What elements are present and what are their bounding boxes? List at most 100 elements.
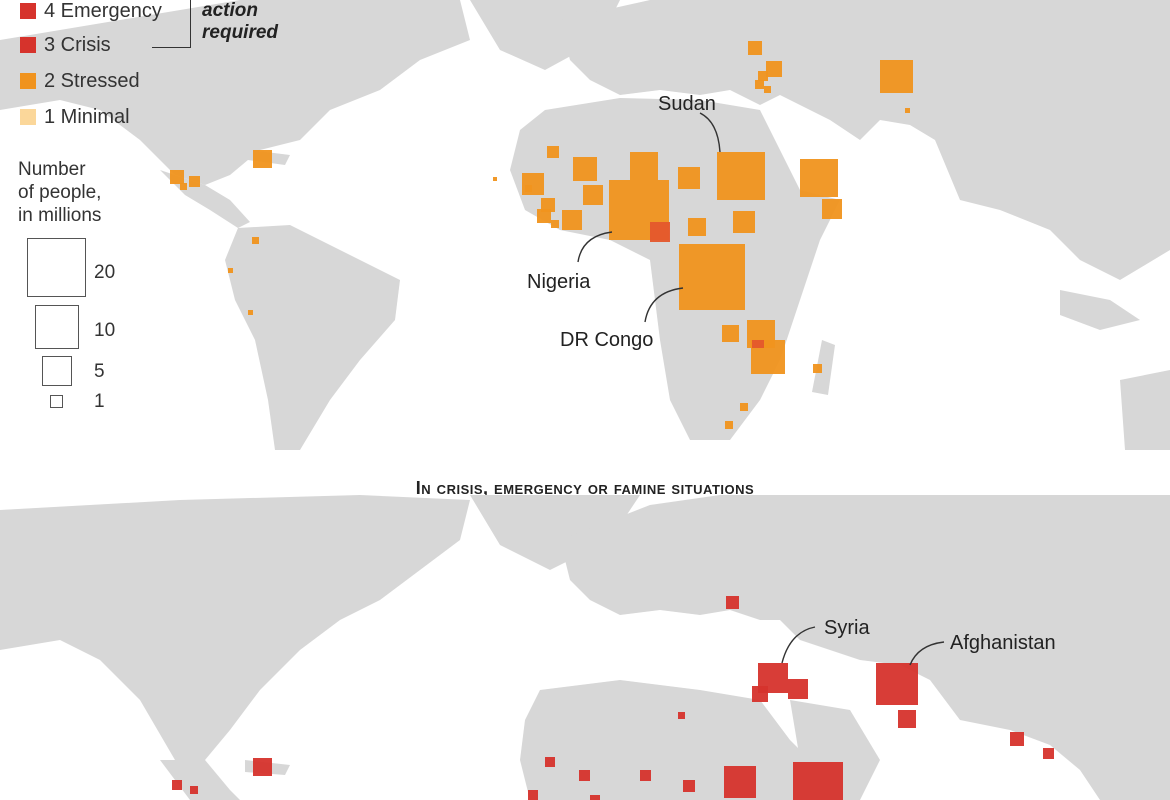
size-label-10: 10: [94, 320, 116, 341]
crisis-marker-bangladesh: [1010, 732, 1024, 746]
marker-burkina-faso: [583, 185, 603, 205]
marker-afghanistan: [880, 60, 913, 93]
marker-cape-verde: [493, 177, 497, 181]
label-syria: Syria: [824, 617, 870, 639]
size-label-20: 20: [94, 262, 116, 283]
crisis-marker-pakistan: [898, 710, 916, 728]
size-label-5: 5: [94, 361, 105, 382]
marker-ethiopia: [800, 159, 838, 197]
size-label-1: 1: [94, 391, 105, 412]
crisis-marker-sudan: [724, 766, 756, 798]
marker-sudan: [717, 152, 765, 200]
label-dr-congo: DR Congo: [560, 329, 653, 351]
marker-turkey-a: [766, 61, 782, 77]
crisis-markers: [172, 596, 1054, 800]
marker-car: [688, 218, 706, 236]
marker-cameroon: [650, 222, 670, 242]
marker-south-sudan: [733, 211, 755, 233]
crisis-marker-burkina: [590, 795, 600, 800]
marker-mozambique: [740, 403, 748, 411]
label-afghanistan: Afghanistan: [950, 632, 1056, 654]
crisis-marker-iraq: [788, 679, 808, 699]
crisis-marker-senegal: [528, 790, 538, 800]
marker-guinea: [537, 209, 551, 223]
legend-swatch-emergency: [20, 3, 36, 19]
section-title-crisis: In crisis, emergency or famine situation…: [415, 478, 755, 498]
marker-peru: [248, 310, 253, 315]
marker-pakistan: [905, 108, 910, 113]
crisis-marker-haiti: [253, 758, 272, 776]
marker-guinea-bissau: [541, 198, 555, 212]
legend-row-emergency: 4 Emergency: [20, 0, 162, 22]
landmass-southeast-asia-islands: [1060, 290, 1140, 330]
marker-ecuador: [228, 268, 233, 273]
legend-swatch-stressed: [20, 73, 36, 89]
landmass-australia: [1120, 370, 1170, 450]
leader-syria: [781, 626, 816, 664]
crisis-marker-myanmar: [1043, 748, 1054, 759]
size-box-10: [35, 305, 79, 349]
marker-burundi: [722, 325, 739, 342]
stressed-world-map: Sudan Nigeria DR Congo: [0, 0, 1170, 450]
marker-lebanon: [755, 80, 764, 89]
legend-row-crisis: 3 Crisis: [20, 34, 111, 56]
label-sudan: Sudan: [658, 93, 716, 115]
landmass-eurasia: [560, 0, 1170, 280]
landmass-north-america: [0, 0, 470, 185]
size-title-line1: Number: [18, 159, 86, 180]
crisis-map-panel: Syria Afghanistan: [0, 495, 1170, 800]
legend-label-stressed: 2 Stressed: [44, 69, 140, 92]
landmass-madagascar: [812, 340, 835, 395]
marker-somalia: [822, 199, 842, 219]
action-required-note: action required: [202, 0, 278, 44]
landmass-africa-b: [520, 680, 830, 800]
marker-nicaragua: [180, 183, 187, 190]
landmass-south-america: [225, 225, 400, 450]
marker-malawi: [752, 340, 764, 348]
crisis-marker-guatemala: [172, 780, 182, 790]
crisis-marker-libya: [678, 712, 685, 719]
action-required-bracket: [152, 0, 191, 48]
legend-row-stressed: 2 Stressed: [20, 70, 140, 92]
legend-label-minimal: 1 Minimal: [44, 105, 130, 128]
marker-turkey-b: [758, 71, 768, 81]
crisis-marker-chad: [683, 780, 695, 792]
legend-label-crisis: 3 Crisis: [44, 33, 111, 56]
marker-madagascar: [813, 364, 822, 373]
crisis-marker-mauritania: [545, 757, 555, 767]
landmass-central-america-b: [160, 760, 240, 800]
marker-guatemala: [170, 170, 184, 184]
size-title-line3: in millions: [18, 205, 102, 226]
crisis-marker-niger: [640, 770, 651, 781]
stressed-markers: [170, 41, 913, 429]
marker-sierra-leone: [551, 220, 559, 228]
landmass-north-america-b: [0, 495, 470, 760]
marker-ukraine: [748, 41, 762, 55]
label-nigeria: Nigeria: [527, 271, 591, 293]
size-box-1: [50, 395, 63, 408]
legend-label-emergency: 4 Emergency: [44, 0, 162, 22]
legend-swatch-crisis: [20, 37, 36, 53]
crisis-marker-lebanon: [752, 686, 768, 702]
marker-dr-congo: [679, 244, 745, 310]
leader-nigeria: [577, 231, 613, 263]
marker-haiti: [253, 150, 272, 168]
legend-swatch-minimal: [20, 109, 36, 125]
marker-mali: [573, 157, 597, 181]
action-required-line1: action: [202, 0, 258, 21]
landmass-greenland-b: [470, 495, 640, 570]
crisis-world-map: Syria Afghanistan: [0, 495, 1170, 800]
crisis-marker-afghanistan: [876, 663, 918, 705]
leader-dr-congo: [644, 287, 684, 323]
landmass-africa: [510, 98, 840, 440]
crisis-marker-mali: [579, 770, 590, 781]
leader-sudan: [699, 112, 721, 153]
marker-liberia: [562, 210, 582, 230]
action-required-line2: required: [202, 22, 279, 43]
legend-row-minimal: 1 Minimal: [20, 106, 130, 128]
size-box-20: [27, 238, 86, 297]
leader-afghanistan: [909, 641, 945, 666]
marker-colombia: [252, 237, 259, 244]
crisis-marker-ukraine: [726, 596, 739, 609]
marker-gambia: [525, 185, 532, 192]
